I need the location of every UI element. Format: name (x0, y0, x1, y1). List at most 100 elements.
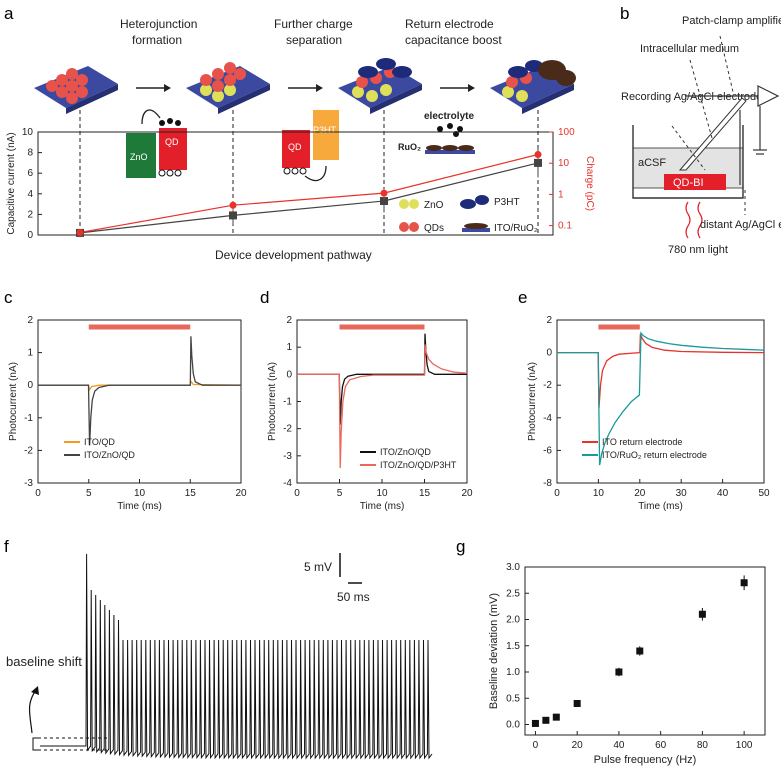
step-heterojunction-label: Heterojunction formation (120, 17, 197, 47)
legend-label: ITO return electrode (602, 437, 682, 447)
current-point (229, 211, 237, 220)
x-tick-label: 50 (758, 488, 770, 499)
legend-zno: ZnO (424, 200, 444, 211)
x-tick-label: 60 (655, 740, 667, 751)
y-tick-label: 2 (286, 315, 292, 326)
y-tick-label: 1.0 (506, 667, 520, 678)
y-tick-label: 2.0 (506, 615, 520, 626)
x-axis-label: Pulse frequency (Hz) (594, 754, 697, 766)
legend-label: ITO/ZnO/QD (380, 447, 431, 457)
box-p3ht-label: P3HT (313, 125, 337, 135)
y-axis-label: Photocurrent (nA) (527, 362, 538, 441)
charge-point (380, 189, 388, 197)
series-line-2 (297, 344, 468, 469)
panel-a-xlabel: Device development pathway (215, 248, 372, 262)
x-tick-label: 15 (419, 488, 431, 499)
x-tick-label: 0 (294, 488, 300, 499)
y-tick-label: 4 (27, 189, 33, 200)
y-tick-label: -2 (543, 380, 552, 391)
panel-f-scalebar (339, 553, 362, 584)
panel-label-g: g (456, 537, 465, 556)
y-right-tick-label: 10 (558, 158, 570, 169)
scale-ms-label: 50 ms (337, 590, 370, 604)
y-axis-label: Photocurrent (nA) (8, 362, 19, 441)
energy-diagram-2: QD P3HT (282, 110, 339, 182)
x-tick-label: 0 (554, 488, 560, 499)
panel-label-e: e (518, 288, 527, 307)
device-2-icon (186, 62, 270, 114)
panel-label-d: d (260, 288, 269, 307)
label-patch-clamp: Patch-clamp amplifier (682, 15, 781, 27)
box-qd-label-1: QD (165, 137, 179, 147)
y-tick-label: -4 (283, 478, 292, 489)
y-tick-label: 2 (546, 315, 552, 326)
y-tick-label: 10 (22, 127, 34, 138)
y-tick-label: -1 (24, 413, 33, 424)
step-arrows (136, 84, 475, 92)
legend-label: ITO/ZnO/QD (84, 450, 135, 460)
y-tick-label: 2.5 (506, 588, 520, 599)
legend-qds: QDs (424, 223, 444, 234)
device-3-icon (338, 58, 422, 114)
series-line-1 (557, 333, 765, 409)
y-tick-label: 1 (27, 348, 33, 359)
baseline-shift-label: baseline shift (6, 654, 82, 669)
data-point (740, 579, 748, 587)
chart-a: 0 2 4 6 8 10 0.1 1 10 100 Capacitive current (nA) C… (6, 110, 595, 241)
plot-frame (296, 319, 468, 484)
panel-label-c: c (4, 288, 13, 307)
data-point (615, 668, 623, 676)
y-tick-label: -6 (543, 445, 552, 456)
y-tick-label: 0 (27, 230, 33, 241)
y-tick-label: -3 (283, 451, 292, 462)
y-tick-label: 2 (27, 209, 33, 220)
legend-ito-ruo2: ITO/RuO₂ (494, 223, 538, 234)
charge-point (229, 201, 237, 209)
y-tick-label: 1 (286, 342, 292, 353)
legend-label: ITO/RuO₂ return electrode (602, 450, 707, 460)
data-point (552, 713, 560, 721)
electrolyte-label: electrolyte (424, 111, 474, 122)
label-intracellular: Intracellular medium (640, 43, 739, 55)
x-tick-label: 15 (185, 488, 197, 499)
panel-f-trace (28, 553, 433, 760)
legend-p3ht: P3HT (494, 197, 520, 208)
panel-label-a: a (4, 4, 14, 23)
x-tick-label: 10 (376, 488, 388, 499)
baseline-arrow (28, 689, 37, 734)
electrolyte-inset: electrolyte RuO₂ (398, 111, 475, 154)
y-tick-label: 0.5 (506, 693, 520, 704)
y-tick-label: 3.0 (506, 562, 520, 573)
label-recording: Recording Ag/AgCl electrode (621, 91, 762, 103)
y-tick-label: 0.0 (506, 720, 520, 731)
device-4-icon (490, 60, 576, 114)
step-separation-label: Further charge separation (274, 17, 353, 47)
chart-d: 0 5 10 15 20 -4 -3 -2 -1 0 1 2 Time (ms) Photocurrent… (267, 315, 473, 512)
x-tick-label: 30 (676, 488, 688, 499)
box-qd-label-2: QD (288, 142, 302, 152)
x-tick-label: 0 (533, 740, 539, 751)
baseline-arrowhead (31, 686, 39, 695)
series-line-2 (557, 331, 765, 466)
ruo2-label: RuO₂ (398, 142, 421, 152)
data-point (531, 719, 539, 727)
step-electrode-label: Return electrode capacitance boost (405, 17, 502, 47)
charge-point (76, 229, 84, 237)
baseline-bracket (32, 737, 38, 751)
x-tick-label: 20 (572, 740, 584, 751)
y-tick-label: 8 (27, 148, 33, 159)
panel-label-f: f (4, 537, 9, 556)
x-tick-label: 5 (337, 488, 343, 499)
data-point (636, 647, 644, 655)
y-axis-label: Capacitive current (nA) (6, 132, 17, 234)
y-tick-label: 0 (27, 380, 33, 391)
x-tick-label: 40 (613, 740, 625, 751)
y-tick-label: -4 (543, 413, 552, 424)
x-axis-label: Time (ms) (638, 501, 683, 512)
y-tick-label: 6 (27, 168, 33, 179)
x-axis-label: Time (ms) (117, 501, 162, 512)
panel-a-legend: ZnO QDs P3HT ITO/RuO₂ (399, 195, 538, 234)
data-point (573, 700, 581, 707)
plot-frame (37, 131, 554, 236)
